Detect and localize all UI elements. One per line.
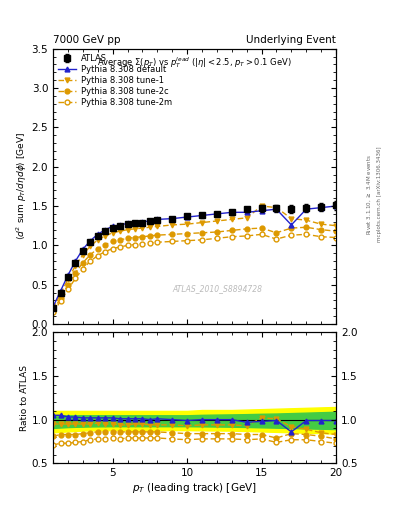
Text: mcplots.cern.ch [arXiv:1306.3436]: mcplots.cern.ch [arXiv:1306.3436] — [377, 147, 382, 242]
Text: Rivet 3.1.10, $\geq$ 3.4M events: Rivet 3.1.10, $\geq$ 3.4M events — [365, 154, 373, 235]
Text: Average $\Sigma(p_T)$ vs $p_T^{lead}$ ($|\eta| < 2.5$, $p_T > 0.1$ GeV): Average $\Sigma(p_T)$ vs $p_T^{lead}$ ($… — [97, 55, 292, 71]
Y-axis label: $\langle d^2$ sum $p_T/d\eta d\phi\rangle$ [GeV]: $\langle d^2$ sum $p_T/d\eta d\phi\rangl… — [15, 132, 29, 241]
X-axis label: $p_T$ (leading track) [GeV]: $p_T$ (leading track) [GeV] — [132, 481, 257, 495]
Legend: ATLAS, Pythia 8.308 default, Pythia 8.308 tune-1, Pythia 8.308 tune-2c, Pythia 8: ATLAS, Pythia 8.308 default, Pythia 8.30… — [55, 51, 174, 110]
Y-axis label: Ratio to ATLAS: Ratio to ATLAS — [20, 365, 29, 431]
Text: ATLAS_2010_S8894728: ATLAS_2010_S8894728 — [172, 284, 262, 293]
Text: Underlying Event: Underlying Event — [246, 35, 336, 45]
Text: 7000 GeV pp: 7000 GeV pp — [53, 35, 121, 45]
